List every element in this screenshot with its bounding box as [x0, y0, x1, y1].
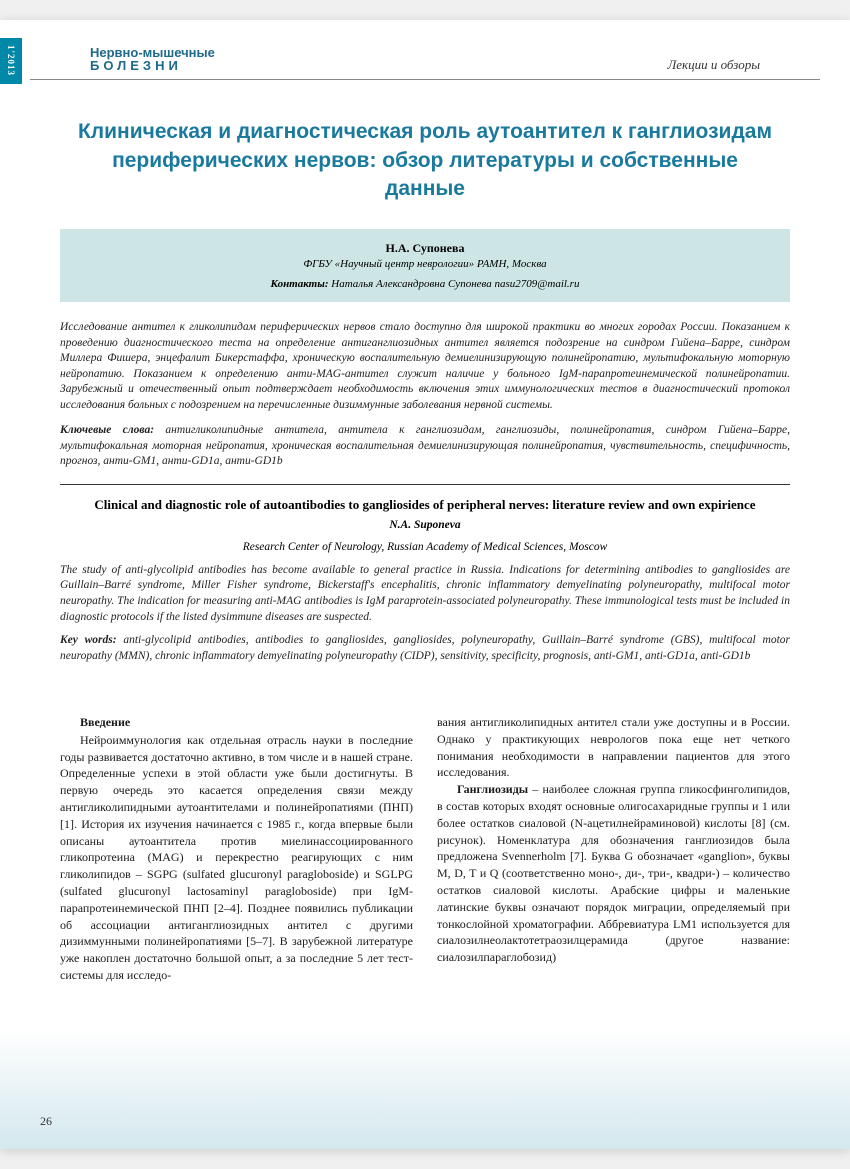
header: Нервно-мышечные БОЛЕЗНИ Лекции и обзоры [30, 20, 820, 80]
author-name-ru: Н.А. Супонева [80, 241, 770, 256]
author-contact: Контакты: Наталья Александровна Супонева… [80, 278, 770, 290]
section-heading-intro: Введение [60, 714, 413, 731]
keywords-ru: Ключевые слова: антигликолипидные антите… [60, 423, 790, 470]
column-right: вания антигликолипидных антител стали уж… [437, 714, 790, 984]
content: 1'2013 Нервно-мышечные БОЛЕЗНИ Лекции и … [0, 20, 850, 1149]
page-number: 26 [40, 1114, 52, 1129]
body-para-1: Нейроиммунология как отдельная отрасль н… [60, 732, 413, 984]
author-name-en: N.A. Suponeva [0, 519, 850, 531]
term-gangliosides: Ганглиозиды [457, 782, 528, 796]
body-para-2b-rest: – наиболее сложная группа гликосфинголип… [437, 782, 790, 964]
keywords-en-text: anti-glycolipid antibodies, antibodies t… [60, 634, 790, 662]
body-columns: Введение Нейроиммунология как отдельная … [60, 714, 790, 984]
page: 1'2013 Нервно-мышечные БОЛЕЗНИ Лекции и … [0, 20, 850, 1149]
author-affiliation-en: Research Center of Neurology, Russian Ac… [60, 541, 790, 553]
column-left: Введение Нейроиммунология как отдельная … [60, 714, 413, 984]
abstract-ru: Исследование антител к гликолипидам пери… [60, 320, 790, 413]
author-box: Н.А. Супонева ФГБУ «Научный центр неврол… [60, 229, 790, 302]
article-title-en: Clinical and diagnostic role of autoanti… [60, 497, 790, 513]
contact-text: Наталья Александровна Супонева nasu2709@… [329, 278, 580, 290]
body-para-2a: вания антигликолипидных антител стали уж… [437, 714, 790, 781]
author-affiliation-ru: ФГБУ «Научный центр неврологии» РАМН, Мо… [80, 258, 770, 270]
spine-issue-tab: 1'2013 [0, 38, 22, 84]
section-label: Лекции и обзоры [667, 57, 760, 73]
keywords-en-label: Key words: [60, 634, 117, 646]
abstract-en: The study of anti-glycolipid antibodies … [60, 563, 790, 625]
contact-label: Контакты: [271, 278, 329, 290]
journal-line2: БОЛЕЗНИ [90, 59, 215, 73]
journal-title: Нервно-мышечные БОЛЕЗНИ [90, 46, 215, 73]
article-title-ru: Клиническая и диагностическая роль аутоа… [70, 118, 780, 203]
keywords-ru-text: антигликолипидные антитела, антитела к г… [60, 424, 790, 467]
divider [60, 484, 790, 485]
body-para-2b: Ганглиозиды – наиболее сложная группа гл… [437, 781, 790, 966]
keywords-en: Key words: anti-glycolipid antibodies, a… [60, 633, 790, 664]
keywords-ru-label: Ключевые слова: [60, 424, 154, 436]
